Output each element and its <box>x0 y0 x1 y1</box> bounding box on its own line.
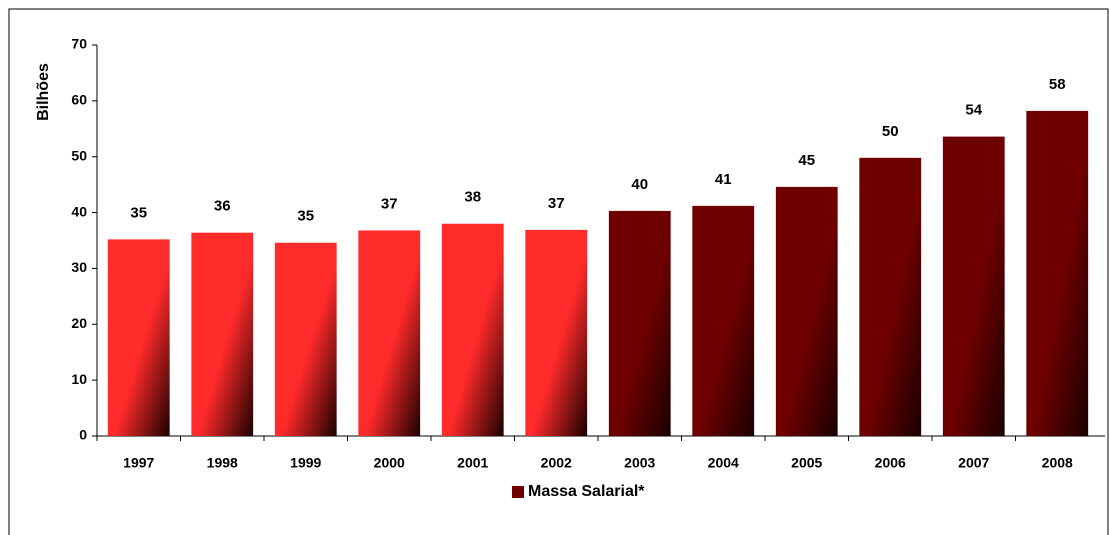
data-label: 40 <box>631 176 648 193</box>
data-label: 35 <box>297 208 314 225</box>
x-tick-label: 2003 <box>624 455 655 471</box>
x-tick-label: 2001 <box>457 455 488 471</box>
data-label: 50 <box>882 123 899 140</box>
legend-label: Massa Salarial* <box>528 483 645 500</box>
data-label: 45 <box>798 152 815 169</box>
data-label: 58 <box>1049 76 1066 93</box>
y-tick-label: 30 <box>71 259 87 275</box>
data-label: 38 <box>464 189 481 206</box>
data-label: 54 <box>965 102 982 119</box>
x-tick-label: 2008 <box>1042 455 1073 471</box>
x-tick-label: 2000 <box>374 455 405 471</box>
bar <box>525 229 588 436</box>
bar <box>942 136 1005 436</box>
bar <box>859 157 922 436</box>
data-label: 37 <box>548 195 565 212</box>
x-tick-label: 1999 <box>290 455 321 471</box>
data-label: 36 <box>214 198 231 215</box>
x-tick-label: 2005 <box>791 455 822 471</box>
x-tick-label: 2007 <box>958 455 989 471</box>
x-tick-label: 1997 <box>123 455 154 471</box>
bar <box>274 242 337 436</box>
legend-swatch <box>512 486 524 498</box>
x-tick-label: 2004 <box>708 455 739 471</box>
x-tick-label: 2002 <box>541 455 572 471</box>
x-tick-label: 1998 <box>207 455 238 471</box>
y-tick-label: 60 <box>71 92 87 108</box>
bar <box>107 239 170 436</box>
data-label: 37 <box>381 195 398 212</box>
x-tick-label: 2006 <box>875 455 906 471</box>
y-tick-label: 40 <box>71 203 87 219</box>
bar <box>358 230 421 436</box>
bar <box>1026 110 1089 436</box>
y-tick-label: 50 <box>71 147 87 163</box>
y-axis-label: Bilhões <box>35 63 52 121</box>
bar <box>608 210 671 436</box>
y-tick-label: 70 <box>71 36 87 52</box>
chart-frame <box>8 8 1109 535</box>
data-label: 35 <box>130 204 147 221</box>
bar <box>692 205 755 436</box>
y-tick-label: 0 <box>79 427 87 443</box>
bar <box>775 186 838 436</box>
bar <box>441 223 504 436</box>
y-tick-label: 10 <box>71 371 87 387</box>
data-label: 41 <box>715 171 732 188</box>
bar <box>191 232 254 436</box>
y-tick-label: 20 <box>71 315 87 331</box>
